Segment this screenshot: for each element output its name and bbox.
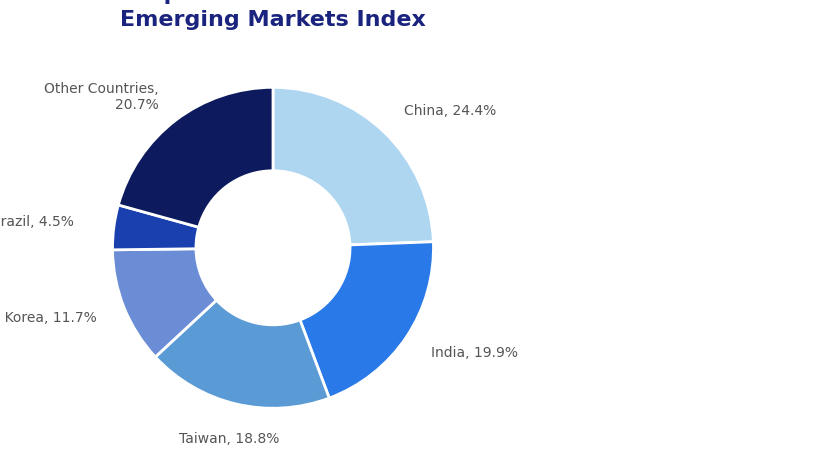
Wedge shape — [113, 205, 199, 250]
Text: Brazil, 4.5%: Brazil, 4.5% — [0, 215, 74, 229]
Wedge shape — [273, 87, 433, 245]
Wedge shape — [118, 87, 273, 227]
Text: India, 19.9%: India, 19.9% — [431, 346, 517, 360]
Wedge shape — [300, 242, 433, 398]
Wedge shape — [155, 300, 329, 408]
Text: South Korea, 11.7%: South Korea, 11.7% — [0, 311, 97, 325]
Text: China, 24.4%: China, 24.4% — [404, 104, 496, 118]
Text: Taiwan, 18.8%: Taiwan, 18.8% — [179, 432, 280, 446]
Text: Other Countries,
20.7%: Other Countries, 20.7% — [44, 82, 159, 112]
Wedge shape — [113, 249, 217, 357]
Title: Top Countries in MSCI
Emerging Markets Index: Top Countries in MSCI Emerging Markets I… — [120, 0, 426, 30]
